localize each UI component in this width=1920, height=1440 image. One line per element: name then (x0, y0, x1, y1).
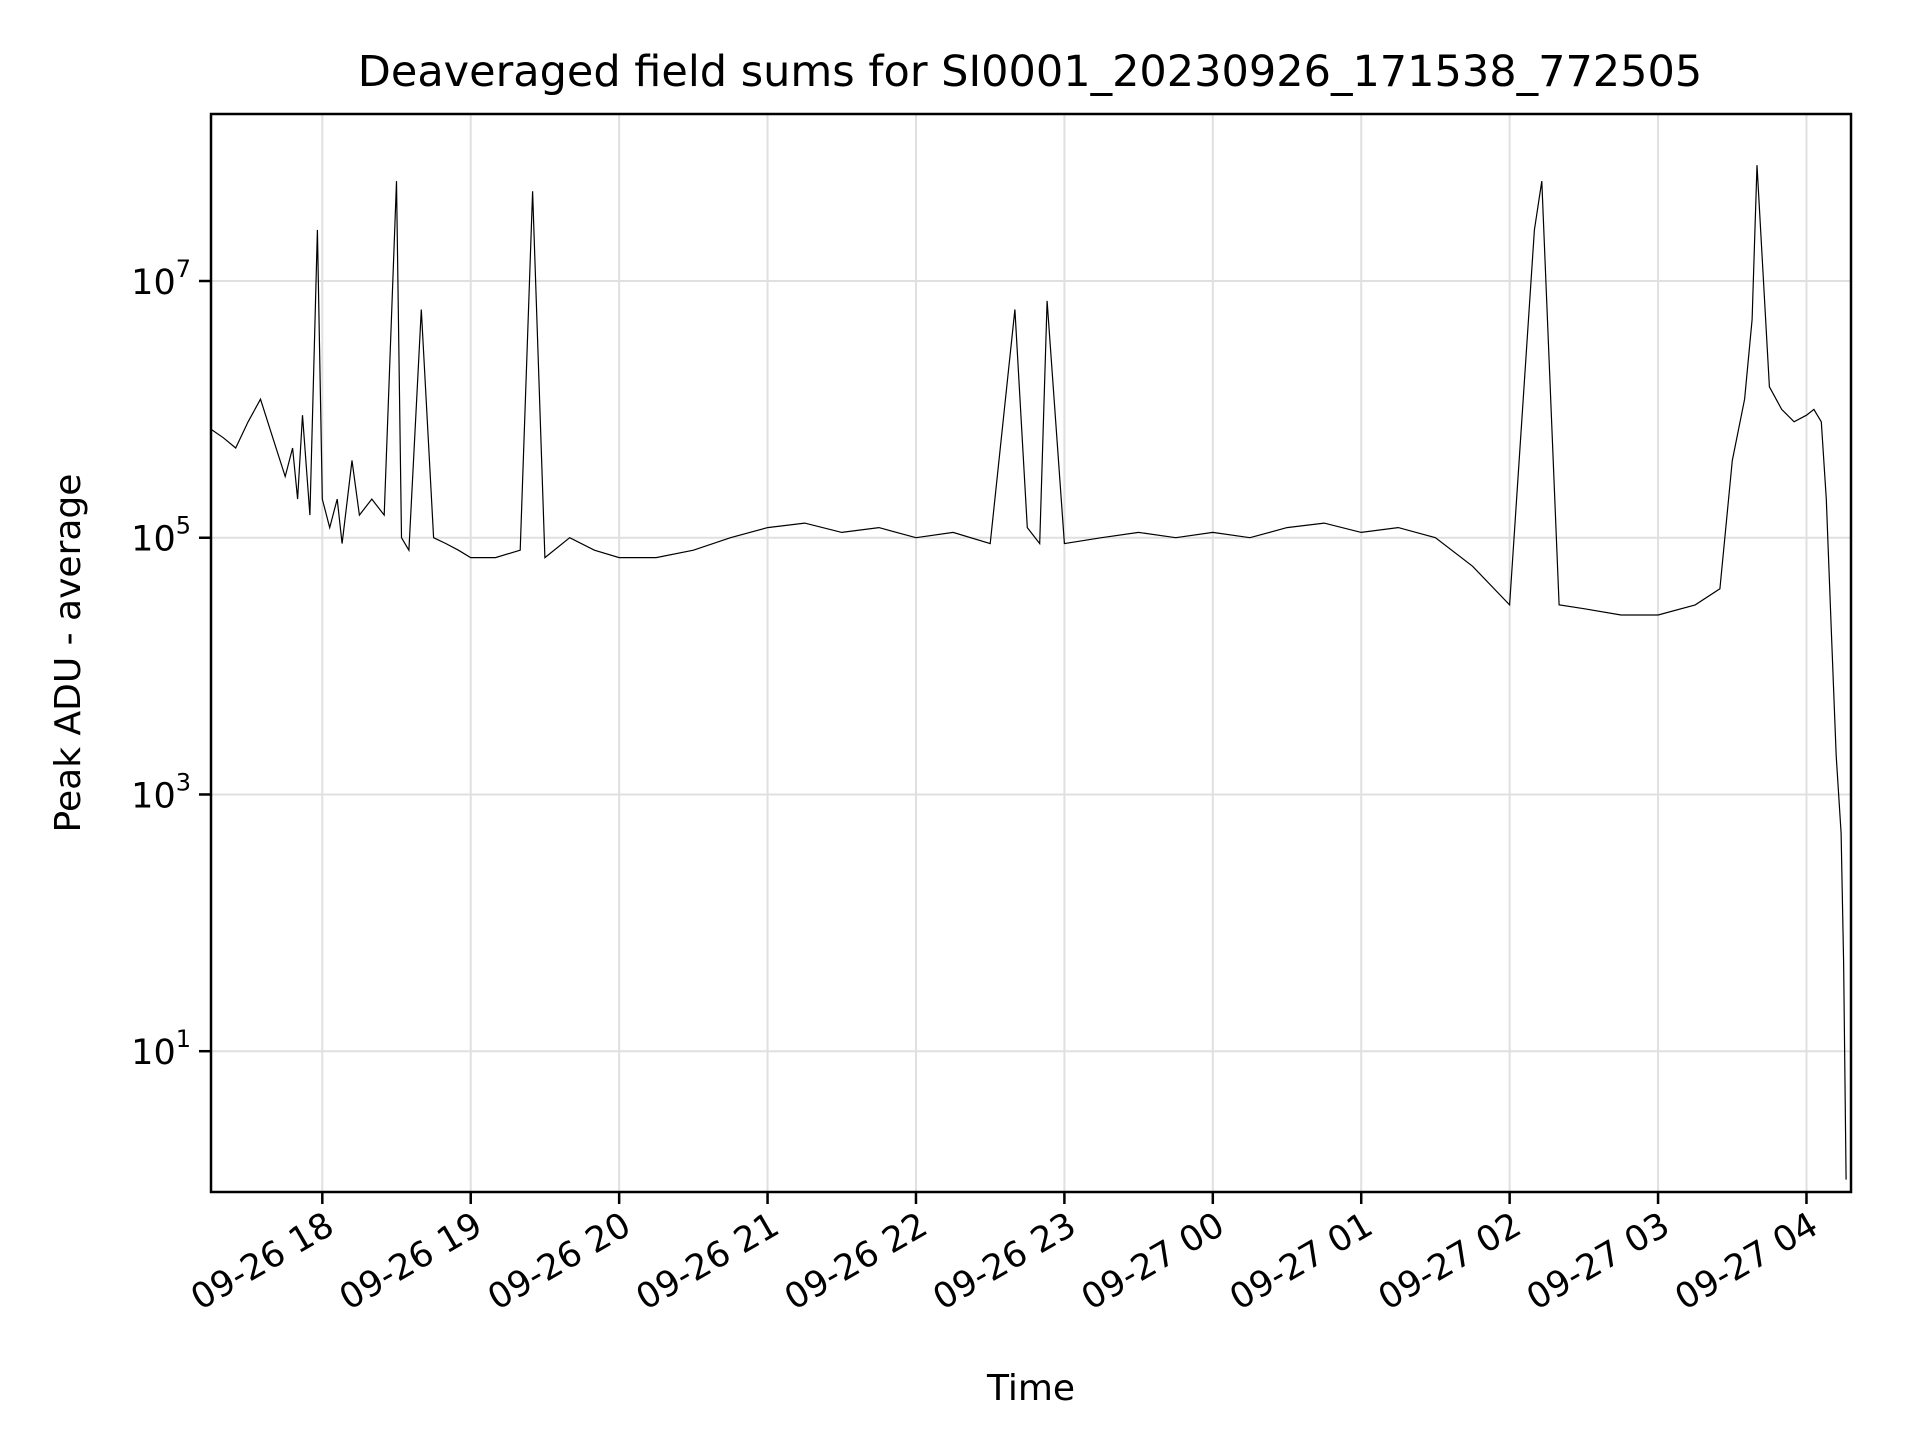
y-tick-label: 101 (131, 1025, 191, 1073)
x-tick-label: 09-27 04 (1669, 1205, 1825, 1318)
y-tick-label: 107 (131, 255, 191, 303)
x-tick-label: 09-26 23 (927, 1205, 1083, 1318)
chart-title: Deaveraged field sums for SI0001_2023092… (358, 47, 1703, 97)
x-tick-label: 09-26 19 (333, 1205, 489, 1318)
x-tick-label: 09-26 18 (185, 1205, 341, 1318)
x-tick-label: 09-27 01 (1223, 1205, 1379, 1318)
x-axis-label: Time (986, 1368, 1075, 1409)
y-tick-label: 105 (131, 512, 191, 560)
series-line (210, 165, 1847, 1180)
y-axis: 101 103 105 107 (131, 255, 211, 1073)
grid (211, 114, 1851, 1192)
x-tick-label: 09-27 03 (1520, 1205, 1676, 1318)
x-tick-label: 09-27 02 (1372, 1205, 1528, 1318)
y-axis-label: Peak ADU - average (48, 474, 89, 833)
x-tick-label: 09-26 21 (630, 1205, 786, 1318)
series-layer (210, 165, 1847, 1180)
x-tick-label: 09-27 00 (1075, 1205, 1231, 1318)
x-tick-label: 09-26 20 (481, 1205, 637, 1318)
plot-frame (209, 112, 1853, 1194)
y-tick-label: 103 (131, 768, 191, 816)
x-tick-label: 09-26 22 (778, 1205, 934, 1318)
